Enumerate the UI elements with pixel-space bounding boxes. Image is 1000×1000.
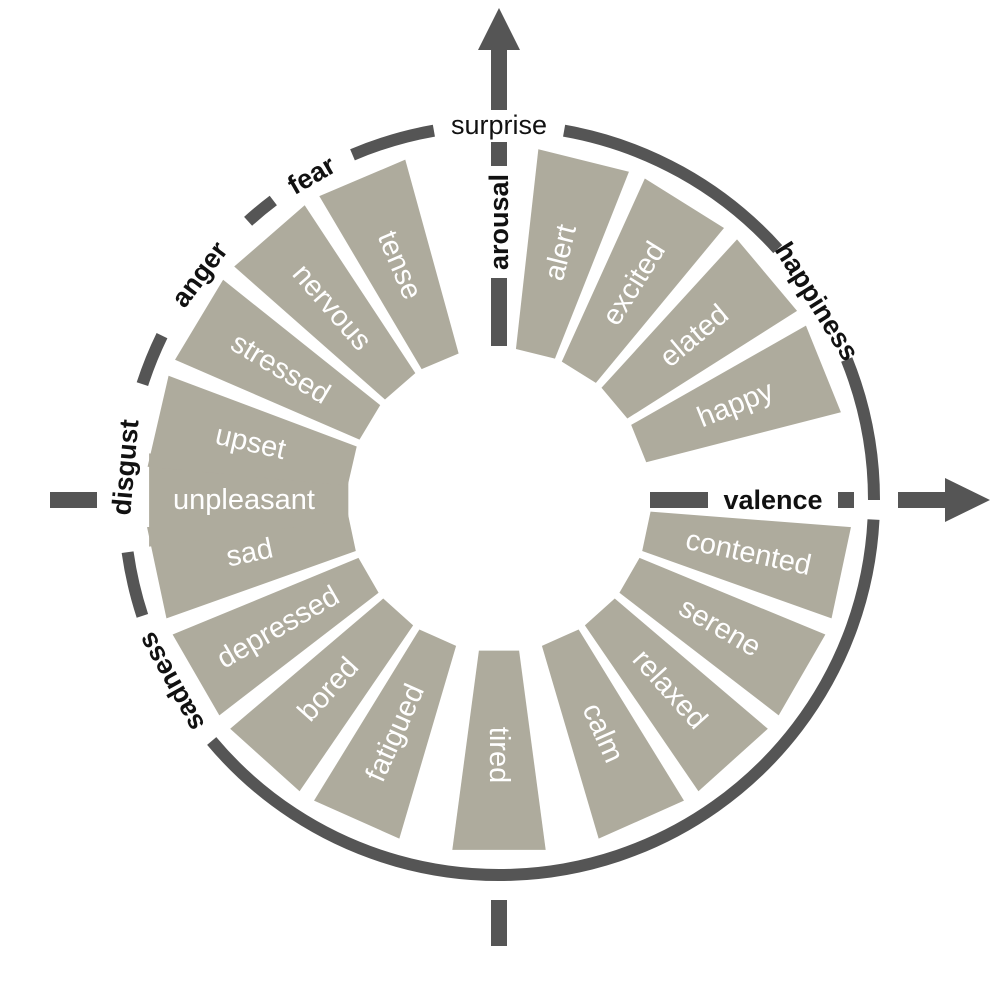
segment-nervous bbox=[234, 205, 416, 400]
segment-bored bbox=[230, 598, 414, 792]
segment-upset bbox=[147, 375, 357, 486]
segment-happy bbox=[631, 325, 841, 463]
segment-contented bbox=[642, 511, 851, 619]
ring-arc-3 bbox=[121, 551, 149, 618]
ring-arc-0 bbox=[563, 124, 783, 254]
valence-arrowhead bbox=[945, 478, 990, 522]
valence-axis-inner-right bbox=[838, 492, 854, 508]
segment-fatigued bbox=[314, 629, 457, 839]
segment-calm bbox=[541, 629, 684, 839]
arousal-axis-inner-upper bbox=[491, 142, 507, 166]
arousal-arrowhead bbox=[478, 8, 520, 50]
arousal-axis-label: arousal bbox=[484, 174, 514, 270]
segment-stressed bbox=[175, 279, 381, 440]
ring-arc-6 bbox=[350, 124, 435, 161]
valence-axis-right-shaft bbox=[898, 492, 948, 508]
emotion-label-surprise: surprise bbox=[451, 110, 547, 140]
segment-tense bbox=[319, 159, 459, 370]
segment-label-tired: tired bbox=[483, 727, 515, 783]
axes: arousal valence bbox=[50, 8, 990, 946]
segment-excited bbox=[561, 178, 725, 383]
ring-arc-2 bbox=[207, 519, 880, 881]
segment-label-unpleasant: unpleasant bbox=[173, 484, 315, 516]
ring-arc-1 bbox=[841, 357, 880, 501]
valence-axis-left-stub bbox=[50, 492, 97, 508]
segment-relaxed bbox=[584, 598, 768, 792]
segment-depressed bbox=[172, 557, 379, 716]
ring-arc-5 bbox=[244, 195, 277, 226]
segment-alert bbox=[515, 149, 629, 359]
segment-elated bbox=[601, 239, 798, 419]
segment-tired bbox=[452, 650, 546, 850]
arousal-axis-top-shaft bbox=[491, 48, 507, 110]
valence-axis-label: valence bbox=[723, 485, 822, 515]
valence-axis-inner-left bbox=[650, 492, 708, 508]
arousal-axis-inner-lower bbox=[491, 278, 507, 346]
ring-arc-4 bbox=[136, 332, 168, 387]
segment-serene bbox=[619, 557, 826, 716]
outer-ring bbox=[121, 124, 880, 881]
emotion-label-disgust: disgust bbox=[106, 418, 144, 516]
arousal-axis-bottom-stub bbox=[491, 900, 507, 946]
